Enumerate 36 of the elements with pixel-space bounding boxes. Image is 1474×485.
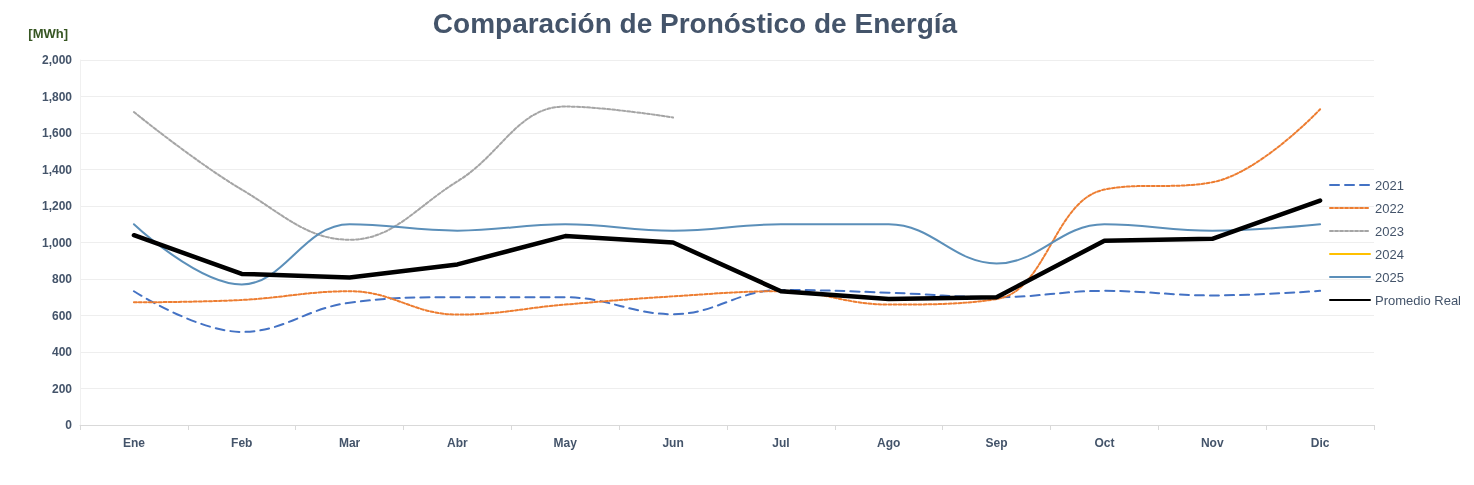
y-tick-label: 1,800 bbox=[41, 89, 73, 104]
y-axis-title: [MWh] bbox=[28, 26, 68, 41]
x-tick-label: Mar bbox=[338, 436, 361, 450]
x-tick-label: Feb bbox=[231, 436, 253, 450]
line-series bbox=[131, 198, 1323, 302]
legend-label: 2022 bbox=[1375, 200, 1404, 216]
x-tick-label: Abr bbox=[447, 436, 469, 450]
line-series bbox=[132, 108, 1322, 316]
y-tick-label: 1,400 bbox=[41, 162, 73, 177]
legend-label: 2021 bbox=[1375, 177, 1404, 193]
line-series bbox=[132, 105, 675, 241]
x-tick-label: Ago bbox=[877, 436, 901, 450]
legend-label: 2023 bbox=[1375, 223, 1404, 239]
y-tick-label: 800 bbox=[51, 272, 73, 286]
line-series bbox=[132, 288, 1322, 333]
legend-label: Promedio Real bbox=[1375, 292, 1462, 308]
y-tick-label: 1,000 bbox=[41, 235, 73, 250]
y-tick-label: 600 bbox=[51, 308, 73, 323]
y-tick-label: 0 bbox=[65, 418, 73, 432]
legend-label: 2025 bbox=[1375, 269, 1404, 285]
x-tick-label: Oct bbox=[1094, 436, 1115, 450]
x-tick-label: May bbox=[553, 436, 578, 450]
legend-label: 2024 bbox=[1375, 246, 1404, 262]
x-tick-label: Jul bbox=[772, 436, 790, 450]
x-tick-label: Dic bbox=[1310, 436, 1330, 450]
line-series bbox=[132, 223, 1322, 286]
y-tick-label: 1,200 bbox=[41, 199, 73, 213]
y-tick-label: 1,600 bbox=[41, 126, 73, 140]
y-tick-label: 2,000 bbox=[41, 53, 73, 67]
x-tick-label: Ene bbox=[122, 436, 146, 450]
x-tick-label: Nov bbox=[1200, 436, 1224, 450]
chart-title: Comparación de Pronóstico de Energía bbox=[432, 7, 958, 39]
x-tick-label: Sep bbox=[985, 436, 1008, 450]
y-tick-label: 400 bbox=[51, 345, 73, 359]
x-tick-label: Jun bbox=[662, 436, 684, 450]
y-tick-label: 200 bbox=[51, 381, 73, 396]
